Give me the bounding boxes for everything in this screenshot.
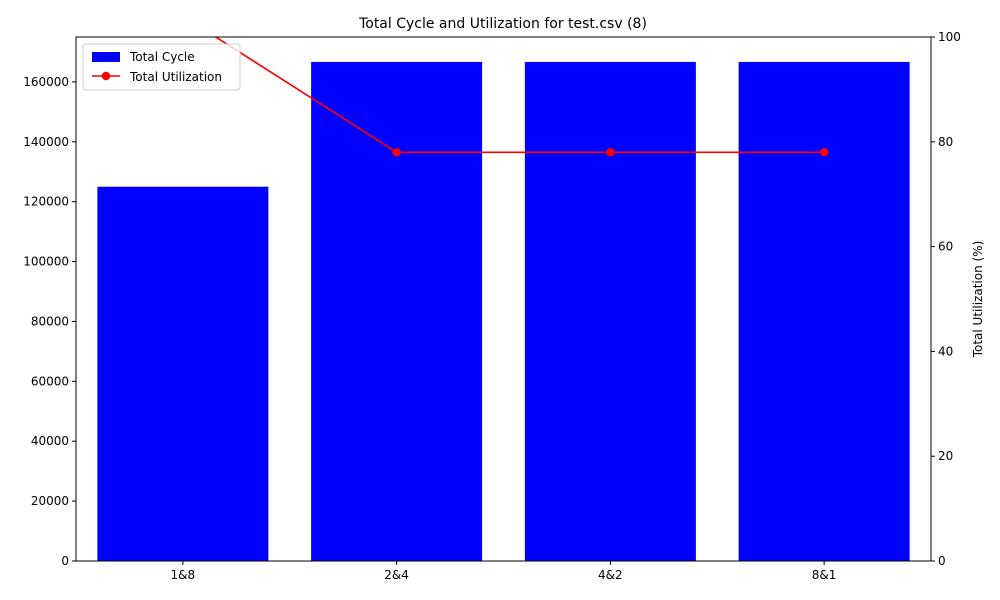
right-tick-label: 0 xyxy=(938,554,946,568)
legend: Total Cycle Total Utilization xyxy=(82,43,241,91)
left-tick-label: 140000 xyxy=(23,135,69,149)
left-tick-label: 0 xyxy=(61,554,69,568)
legend-box xyxy=(82,43,241,91)
bar-2 xyxy=(311,61,483,561)
x-tick-label: 4&2 xyxy=(598,568,623,582)
utilization-line xyxy=(214,37,825,154)
left-tick-label: 160000 xyxy=(23,75,69,89)
right-tick-label: 20 xyxy=(938,449,953,463)
left-tick-label: 20000 xyxy=(31,494,69,508)
x-tick-label: 2&4 xyxy=(384,568,409,582)
x-tick-label: 8&1 xyxy=(812,568,837,582)
plot-frame xyxy=(75,36,932,562)
right-tick-label: 80 xyxy=(938,135,953,149)
right-tick-label: 100 xyxy=(938,30,961,44)
left-tick-label: 60000 xyxy=(31,374,69,388)
bar-4 xyxy=(738,61,910,561)
legend-label-total-cycle: Total Cycle xyxy=(129,50,195,64)
bar-series xyxy=(97,61,910,561)
utilization-marker-3 xyxy=(606,148,615,157)
chart-title: Total Cycle and Utilization for test.csv… xyxy=(358,16,647,32)
right-axis-label: Total Utilization (%) xyxy=(971,241,985,359)
legend-swatch-total-cycle xyxy=(92,52,120,62)
utilization-marker-4 xyxy=(819,148,829,157)
legend-swatch-marker xyxy=(101,71,111,81)
left-tick-label: 40000 xyxy=(31,434,69,448)
utilization-marker-1 xyxy=(179,12,187,20)
left-tick-label: 120000 xyxy=(23,195,69,209)
axes: 0 20000 40000 60000 80000 100000 120000 140000 1… xyxy=(23,30,961,582)
left-tick-label: 100000 xyxy=(23,255,69,269)
left-tick-label: 80000 xyxy=(31,314,69,328)
x-tick-label: 1&8 xyxy=(171,568,196,582)
legend-label-total-utilization: Total Utilization xyxy=(129,70,222,84)
bar-3 xyxy=(524,61,696,561)
utilization-marker-2 xyxy=(392,148,401,157)
right-tick-label: 60 xyxy=(938,240,953,254)
bar-1 xyxy=(97,186,269,561)
right-tick-label: 40 xyxy=(938,344,953,358)
line-series xyxy=(179,12,829,157)
